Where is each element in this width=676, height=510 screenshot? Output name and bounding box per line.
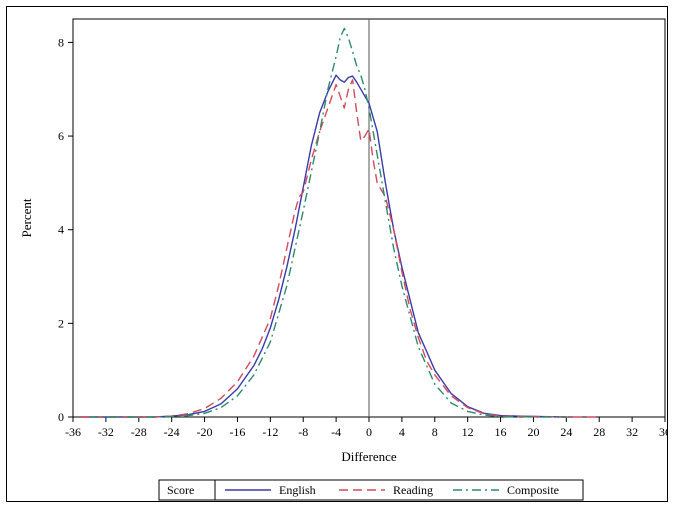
x-tick-label: -32 <box>98 425 114 439</box>
x-axis-title: Difference <box>341 449 397 464</box>
x-tick-label: 24 <box>560 425 572 439</box>
series-line-composite <box>89 27 567 418</box>
y-tick-label: 8 <box>58 35 64 49</box>
x-tick-label: -28 <box>131 425 147 439</box>
series-line-english <box>81 74 567 418</box>
density-chart: -36 -32 -28 -24 -20 -16 -12 -8 -4 0 4 8 12 16 20 24 28 32… <box>19 18 667 501</box>
x-tick-label: -36 <box>65 425 81 439</box>
x-tick-label: -20 <box>197 425 213 439</box>
x-tick-label: -12 <box>262 425 278 439</box>
legend-label-composite: Composite <box>507 483 559 497</box>
legend-title: Score <box>167 483 194 497</box>
x-tick-label: -24 <box>164 425 180 439</box>
series-line-reading <box>81 79 600 418</box>
x-tick-label: 0 <box>366 425 372 439</box>
y-tick-label: 4 <box>58 223 64 237</box>
x-tick-label: 32 <box>626 425 638 439</box>
x-tick-label: 16 <box>495 425 507 439</box>
y-tick-label: 6 <box>58 129 64 143</box>
x-tick-label: 4 <box>399 425 405 439</box>
x-tick-label: -4 <box>331 425 341 439</box>
x-tick-label: -8 <box>298 425 308 439</box>
chart-frame: -36 -32 -28 -24 -20 -16 -12 -8 -4 0 4 8 12 16 20 24 28 32… <box>6 6 668 502</box>
x-tick-label: 12 <box>462 425 474 439</box>
x-tick-label: 28 <box>593 425 605 439</box>
legend-label-reading: Reading <box>393 483 433 497</box>
y-axis-title: Percent <box>19 198 34 237</box>
x-tick-label: 8 <box>432 425 438 439</box>
x-tick-label: 36 <box>659 425 667 439</box>
legend-label-english: English <box>279 483 316 497</box>
y-tick-label: 2 <box>58 316 64 330</box>
y-tick-label: 0 <box>58 410 64 424</box>
x-tick-label: 20 <box>527 425 539 439</box>
x-tick-label: -16 <box>229 425 245 439</box>
